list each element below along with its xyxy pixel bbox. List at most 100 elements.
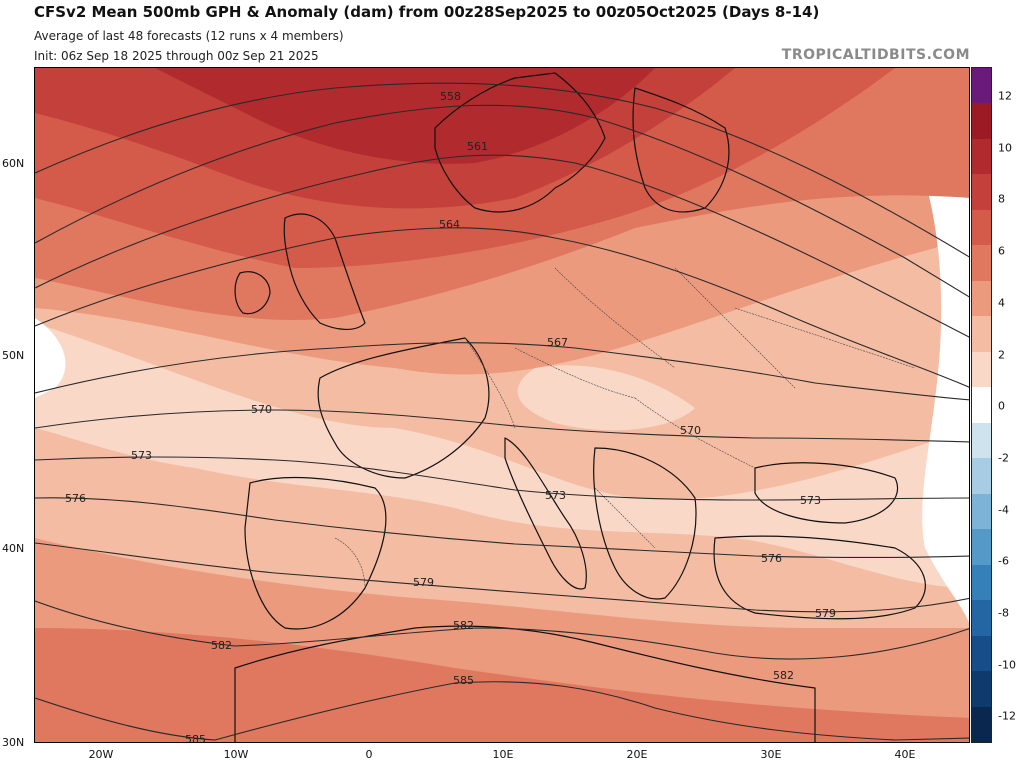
contour-label: 567 (547, 336, 568, 349)
contour-label: 579 (413, 576, 434, 589)
colorbar-tick-label: -10 (998, 658, 1016, 672)
shade-north-10 (155, 68, 655, 164)
coast-north-africa (234, 625, 816, 742)
colorbar-segment (972, 209, 991, 246)
lon-label-10e: 10E (492, 748, 514, 761)
contour-561 (35, 154, 969, 338)
colorbar-segment (972, 529, 991, 566)
colorbar-segment (972, 387, 991, 424)
lon-label-30e: 30E (760, 748, 782, 761)
colorbar-segment (972, 422, 991, 459)
lon-label-20e: 20E (626, 748, 648, 761)
lon-label-40e: 40E (894, 748, 916, 761)
contour-label: 558 (440, 90, 461, 103)
anomaly-colorbar (971, 67, 992, 743)
coast-ireland (234, 271, 271, 315)
colorbar-segment (972, 635, 991, 672)
contour-573 (35, 456, 969, 501)
colorbar-tick-label: -6 (998, 554, 1009, 568)
contour-555 (35, 82, 969, 258)
lon-label-0: 0 (365, 748, 373, 761)
shade-band-2 (35, 323, 969, 588)
border-line-2 (514, 347, 636, 399)
colorbar-tick-label: 10 (998, 141, 1012, 155)
colorbar-tick-label: 0 (998, 399, 1005, 413)
border-line-8 (594, 487, 656, 549)
colorbar-segment (972, 138, 991, 175)
contour-label: 573 (545, 489, 566, 502)
chart-subtitle-forecasts: Average of last 48 forecasts (12 runs x … (34, 29, 344, 43)
shade-light-centre (517, 365, 695, 431)
contour-labels: 558 561 564 567 570 570 573 573 573 576 … (65, 90, 836, 742)
contour-558 (35, 104, 969, 298)
chart-subtitle-init: Init: 06z Sep 18 2025 through 00z Sep 21… (34, 49, 319, 63)
shade-band-5 (35, 628, 969, 742)
border-line-7 (334, 537, 366, 589)
colorbar-segment (972, 671, 991, 708)
lat-label-60n: 60N (2, 157, 25, 170)
contour-582 (35, 600, 969, 660)
colorbar-segment (972, 351, 991, 388)
colorbar-tick-label: -8 (998, 606, 1009, 620)
contour-585 (35, 681, 969, 741)
colorbar-tick-label: -4 (998, 503, 1009, 517)
contour-564 (35, 227, 969, 388)
contour-label: 576 (761, 552, 782, 565)
anomaly-shading (35, 68, 969, 742)
border-line-1 (464, 337, 516, 429)
contour-570 (35, 409, 969, 443)
border-line-6 (734, 307, 916, 369)
contour-label: 582 (453, 619, 474, 632)
contour-label: 570 (251, 403, 272, 416)
coast-turkey (713, 535, 926, 620)
border-line-3 (554, 267, 676, 369)
shade-white-west (35, 318, 66, 398)
colorbar-segment (972, 245, 991, 282)
national-borders (334, 267, 916, 589)
coast-scandinavia (434, 72, 606, 213)
coast-italy (504, 437, 587, 590)
contour-label: 582 (211, 639, 232, 652)
map-canvas: 558 561 564 567 570 570 573 573 573 576 … (35, 68, 969, 742)
colorbar-segment (972, 564, 991, 601)
colorbar-segment (972, 280, 991, 317)
chart-title: CFSv2 Mean 500mb GPH & Anomaly (dam) fro… (34, 3, 820, 21)
contour-label: 576 (65, 492, 86, 505)
colorbar-segment (972, 316, 991, 353)
contour-label: 573 (131, 449, 152, 462)
contour-label: 582 (773, 669, 794, 682)
colorbar-segment (972, 493, 991, 530)
height-contours (35, 82, 969, 741)
contour-label: 561 (467, 140, 488, 153)
lat-label-40n: 40N (2, 542, 25, 555)
border-line-5 (674, 267, 796, 389)
contour-label: 570 (680, 424, 701, 437)
colorbar-tick-label: 2 (998, 348, 1005, 361)
colorbar-tick-label: 6 (998, 244, 1005, 258)
coast-britain (283, 213, 366, 330)
lon-label-20w: 20W (88, 748, 114, 761)
contour-label: 573 (800, 494, 821, 507)
lon-label-10w: 10W (223, 748, 249, 761)
contour-567 (35, 342, 969, 401)
colorbar-segment (972, 174, 991, 211)
colorbar-tick-label: 4 (998, 296, 1005, 310)
coast-france-lowcountries (317, 337, 490, 479)
colorbar-segment (972, 68, 991, 104)
border-line-4 (634, 397, 756, 469)
coast-black-sea (754, 462, 899, 524)
colorbar-segment (972, 458, 991, 495)
lat-label-30n: 30N (2, 736, 25, 749)
colorbar-segment (972, 600, 991, 637)
coast-balkans-greece (593, 447, 697, 600)
source-watermark: TROPICALTIDBITS.COM (781, 47, 970, 63)
contour-576 (35, 497, 969, 559)
contour-579 (35, 542, 969, 613)
contour-label: 585 (453, 674, 474, 687)
colorbar-tick-label: 8 (998, 192, 1005, 206)
map-panel: 558 561 564 567 570 570 573 573 573 576 … (34, 67, 970, 743)
shade-white-east (905, 68, 969, 623)
colorbar-segment (972, 103, 991, 140)
colorbar-tick-label: -12 (998, 709, 1016, 723)
contour-label: 579 (815, 607, 836, 620)
